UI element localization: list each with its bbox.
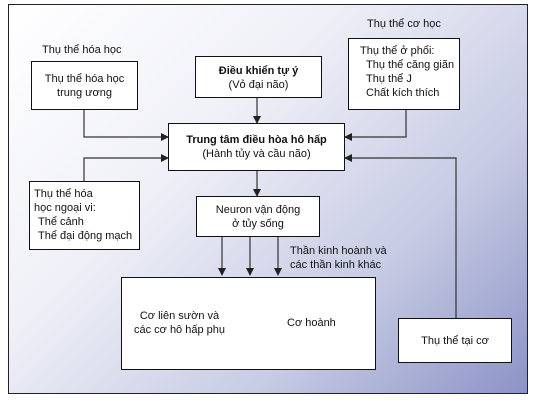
- mechanoreceptor-line-2: Thụ thể căng giãn: [366, 59, 455, 71]
- respiratory-center-title: Trung tâm điều hòa hô hấp: [186, 134, 327, 146]
- central-chemoreceptor-line-1: Thụ thể hóa học: [44, 73, 125, 85]
- mechanoreceptor-group-label: Thụ thể cơ học: [367, 18, 441, 30]
- respiratory-center-subtitle: (Hành tủy và cầu não): [202, 148, 311, 160]
- nerves-label-line-2: các thần kinh khác: [290, 259, 382, 271]
- arrow-central-chemo-to-center: [83, 110, 169, 141]
- central-chemoreceptor-line-2: trung ương: [57, 87, 112, 99]
- intercostal-muscles-label: Cơ liên sườn và các cơ hô hấp phụ: [134, 309, 225, 337]
- intercostal-line-2: các cơ hô hấp phụ: [134, 324, 225, 336]
- intercostal-line-1: Cơ liên sườn và: [139, 310, 220, 322]
- arrow-mechano-to-center: [344, 110, 407, 141]
- peripheral-line-1: Thụ thể hóa: [34, 188, 93, 200]
- respiratory-center-box: Trung tâm điều hòa hô hấp (Hành tủy và c…: [168, 123, 345, 171]
- respiratory-muscles-box: Cơ liên sườn và các cơ hô hấp phụ Cơ hoà…: [121, 277, 376, 370]
- mechanoreceptor-line-1: Thụ thể ở phổi:: [360, 45, 435, 57]
- mechanoreceptor-line-3: Thụ thể J: [366, 73, 412, 85]
- arrow-muscle-receptor-to-center: [344, 154, 457, 318]
- mechanoreceptor-line-4: Chất kích thích: [366, 87, 440, 99]
- peripheral-line-4: Thể đại động mạch: [38, 230, 133, 242]
- voluntary-control-subtitle: (Vỏ đại não): [228, 79, 289, 91]
- peripheral-chemoreceptor-box: Thụ thể hóa học ngoại vi: Thể cảnh Thể đ…: [29, 181, 140, 250]
- voluntary-control-box: Điều khiển tự ý (Vỏ đại não): [195, 56, 322, 98]
- motor-neuron-line-1: Neuron vận động: [215, 204, 301, 216]
- muscle-receptor-label: Thụ thể tại cơ: [421, 335, 489, 347]
- muscle-receptor-box: Thụ thể tại cơ: [398, 318, 512, 363]
- arrow-peripheral-to-center: [83, 154, 169, 181]
- central-chemoreceptor-box: Thụ thể hóa học trung ương: [31, 61, 138, 110]
- motor-neuron-line-2: ở tủy sống: [232, 218, 284, 230]
- nerves-label: Thần kinh hoành và các thần kinh khác: [290, 244, 387, 272]
- mechanoreceptor-box: Thụ thể ở phổi: Thụ thể căng giãn Thụ th…: [348, 38, 460, 110]
- nerves-label-line-1: Thần kinh hoành và: [290, 245, 387, 257]
- diaphragm-label: Cơ hoành: [287, 317, 336, 329]
- chemoreceptor-group-label: Thụ thể hóa học: [42, 44, 122, 56]
- peripheral-line-3: Thể cảnh: [38, 216, 84, 228]
- voluntary-control-title: Điều khiển tự ý: [218, 65, 299, 77]
- motor-neuron-box: Neuron vận động ở tủy sống: [196, 196, 320, 237]
- peripheral-line-2: học ngoại vi:: [34, 202, 96, 214]
